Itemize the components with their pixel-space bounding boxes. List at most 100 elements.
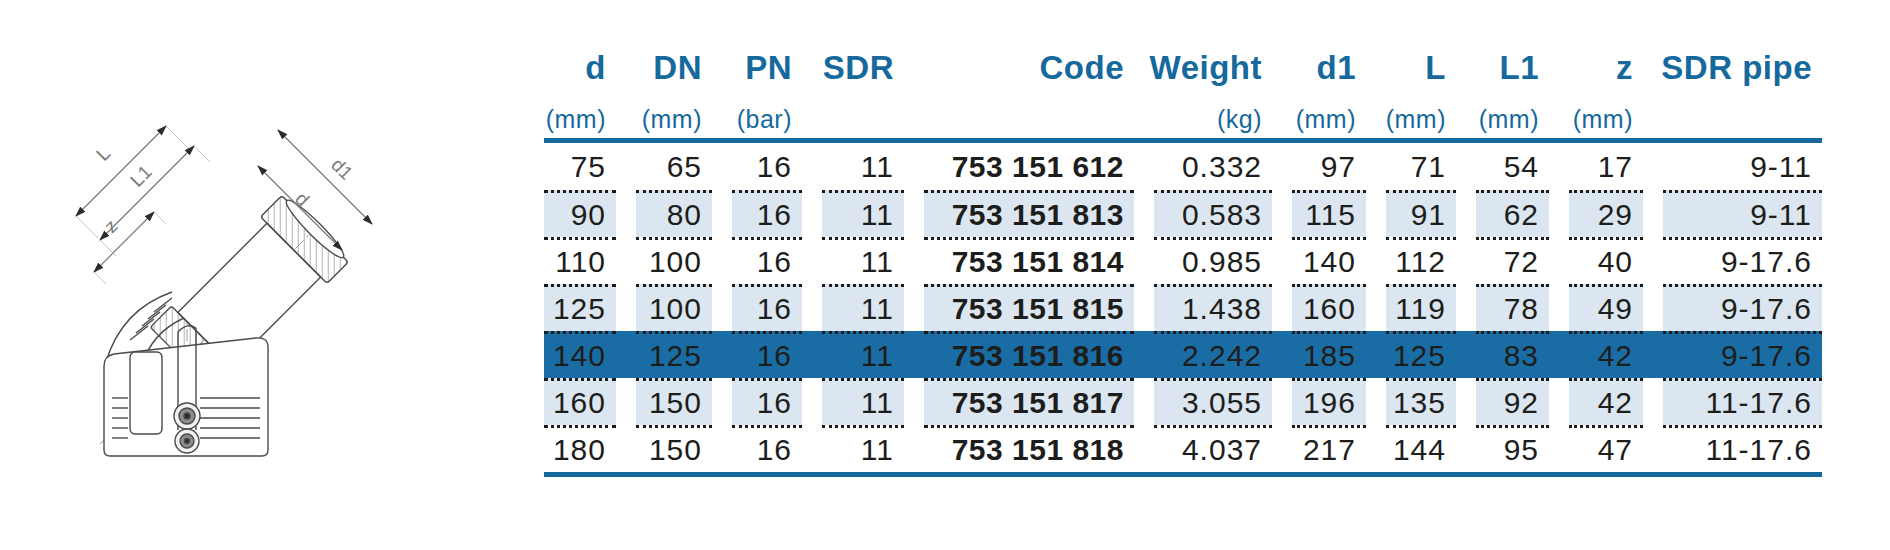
column-header-d1: d1: [1272, 51, 1366, 84]
cell-sdr: 11: [802, 284, 904, 331]
cell-l1: 92: [1456, 378, 1549, 425]
cell-z: 17: [1549, 143, 1643, 190]
column-unit-dn: (mm): [616, 106, 712, 132]
table-row: 1101001611753 151 8140.98514011272409-17…: [544, 237, 1822, 284]
cell-l1: 78: [1456, 284, 1549, 331]
cell-weight: 2.242: [1134, 331, 1272, 378]
column-header-code: Code: [904, 51, 1134, 84]
fitting-outline: [104, 191, 353, 456]
column-unit-d: (mm): [544, 106, 616, 132]
cell-l: 144: [1366, 425, 1456, 472]
column-header-weight: Weight: [1134, 51, 1272, 84]
column-header-pn: PN: [712, 51, 802, 84]
cell-l: 91: [1366, 190, 1456, 237]
cell-d: 110: [544, 237, 616, 284]
cell-sdr: 11: [802, 378, 904, 425]
column-unit-pn: (bar): [712, 106, 802, 132]
cell-code: 753 151 815: [904, 284, 1134, 331]
cell-pn: 16: [712, 284, 802, 331]
column-header-l: L: [1366, 51, 1456, 84]
column-header-sdr: SDR: [802, 51, 904, 84]
table-units-row: (mm)(mm)(bar)(kg)(mm)(mm)(mm)(mm): [544, 84, 1822, 132]
cell-l: 135: [1366, 378, 1456, 425]
cell-d: 180: [544, 425, 616, 472]
cell-pn: 16: [712, 378, 802, 425]
cell-dn: 125: [616, 331, 712, 378]
cell-d: 125: [544, 284, 616, 331]
table-header-row: dDNPNSDRCodeWeightd1LL1zSDR pipe: [544, 38, 1822, 84]
cell-sdr_pipe: 9-11: [1643, 143, 1822, 190]
cell-d1: 160: [1272, 284, 1366, 331]
column-header-l1: L1: [1456, 51, 1549, 84]
table-body: 75651611753 151 6120.332977154179-119080…: [544, 143, 1822, 472]
cell-d: 75: [544, 143, 616, 190]
cell-d: 140: [544, 331, 616, 378]
table-row: 1251001611753 151 8151.43816011978499-17…: [544, 284, 1822, 331]
cell-d1: 115: [1272, 190, 1366, 237]
cell-d1: 185: [1272, 331, 1366, 378]
cell-sdr_pipe: 11-17.6: [1643, 378, 1822, 425]
cell-sdr: 11: [802, 331, 904, 378]
cell-d: 160: [544, 378, 616, 425]
cell-z: 42: [1549, 331, 1643, 378]
cell-pn: 16: [712, 190, 802, 237]
cell-weight: 0.332: [1134, 143, 1272, 190]
dim-label-L1: L1: [126, 161, 156, 191]
cell-pn: 16: [712, 143, 802, 190]
dim-label-d1: d1: [327, 154, 357, 184]
cell-sdr_pipe: 9-17.6: [1643, 284, 1822, 331]
cell-code: 753 151 816: [904, 331, 1134, 378]
table-row: 75651611753 151 6120.332977154179-11: [544, 143, 1822, 190]
cell-sdr: 11: [802, 143, 904, 190]
table-row: 1601501611753 151 8173.055196135924211-1…: [544, 378, 1822, 425]
column-header-z: z: [1549, 51, 1643, 84]
column-header-d: d: [544, 51, 616, 84]
cell-z: 47: [1549, 425, 1643, 472]
cell-sdr_pipe: 9-17.6: [1643, 237, 1822, 284]
cell-code: 753 151 612: [904, 143, 1134, 190]
cell-sdr_pipe: 9-11: [1643, 190, 1822, 237]
cell-sdr_pipe: 9-17.6: [1643, 331, 1822, 378]
table-row-highlighted: 1401251611753 151 8162.24218512583429-17…: [544, 331, 1822, 378]
table-row: 1801501611753 151 8184.037217144954711-1…: [544, 425, 1822, 472]
cell-code: 753 151 813: [904, 190, 1134, 237]
cell-l: 71: [1366, 143, 1456, 190]
cell-d1: 196: [1272, 378, 1366, 425]
cell-code: 753 151 814: [904, 237, 1134, 284]
dim-label-z: z: [100, 215, 122, 237]
column-header-sdr_pipe: SDR pipe: [1643, 51, 1822, 84]
technical-drawing: L L1 z d1 d: [42, 100, 374, 462]
cell-d1: 97: [1272, 143, 1366, 190]
cell-dn: 80: [616, 190, 712, 237]
cell-code: 753 151 817: [904, 378, 1134, 425]
column-unit-d1: (mm): [1272, 106, 1366, 132]
elbow-fitting-drawing: L L1 z d1 d: [42, 100, 374, 462]
catalog-table-page: { "drawing": { "description": "Technical…: [0, 0, 1890, 550]
cell-sdr: 11: [802, 425, 904, 472]
cell-z: 29: [1549, 190, 1643, 237]
cell-d: 90: [544, 190, 616, 237]
cell-l: 125: [1366, 331, 1456, 378]
cell-l: 119: [1366, 284, 1456, 331]
table-row: 90801611753 151 8130.5831159162299-11: [544, 190, 1822, 237]
cell-dn: 100: [616, 237, 712, 284]
cell-weight: 1.438: [1134, 284, 1272, 331]
cell-pn: 16: [712, 237, 802, 284]
column-unit-l1: (mm): [1456, 106, 1549, 132]
cell-d1: 140: [1272, 237, 1366, 284]
cell-weight: 0.583: [1134, 190, 1272, 237]
cell-l1: 95: [1456, 425, 1549, 472]
column-unit-weight: (kg): [1134, 106, 1272, 132]
cell-code: 753 151 818: [904, 425, 1134, 472]
cell-dn: 65: [616, 143, 712, 190]
cell-sdr: 11: [802, 237, 904, 284]
cell-l1: 54: [1456, 143, 1549, 190]
cell-z: 42: [1549, 378, 1643, 425]
column-unit-l: (mm): [1366, 106, 1456, 132]
cell-l: 112: [1366, 237, 1456, 284]
cell-l1: 62: [1456, 190, 1549, 237]
cell-pn: 16: [712, 331, 802, 378]
cell-weight: 4.037: [1134, 425, 1272, 472]
cell-z: 49: [1549, 284, 1643, 331]
cell-z: 40: [1549, 237, 1643, 284]
